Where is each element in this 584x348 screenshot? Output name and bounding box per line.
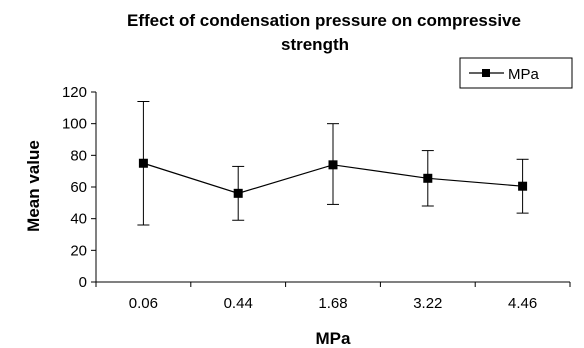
data-point	[518, 181, 528, 191]
y-tick-label: 20	[70, 242, 87, 259]
legend: MPa	[459, 57, 573, 89]
y-axis-title: Mean value	[24, 140, 43, 232]
chart-title-line-1: Effect of condensation pressure on compr…	[127, 11, 521, 30]
y-tick-label: 40	[70, 211, 87, 228]
x-tick-label: 0.44	[224, 295, 253, 312]
x-tick-label: 0.06	[129, 295, 158, 312]
plot-area	[137, 101, 529, 226]
chart-title-line-2: strength	[281, 35, 349, 54]
x-tick-label: 3.22	[413, 295, 442, 312]
y-tick-label: 80	[70, 147, 87, 164]
legend-label: MPa	[508, 66, 540, 83]
axes: 0 20 40 60 80 100 120 0.06 0.44 1.68 3.22 4.46	[62, 84, 571, 312]
y-tick-label: 100	[62, 116, 87, 133]
data-point	[233, 188, 243, 198]
data-point	[138, 158, 148, 168]
legend-marker	[482, 69, 490, 77]
x-axis-title: MPa	[316, 329, 352, 348]
y-tick-label: 60	[70, 179, 87, 196]
x-tick-label: 4.46	[508, 295, 537, 312]
x-tick-label: 1.68	[318, 295, 347, 312]
y-tick-label: 0	[79, 274, 87, 291]
data-point	[423, 173, 433, 183]
y-tick-label: 120	[62, 84, 87, 101]
data-point	[328, 160, 338, 170]
